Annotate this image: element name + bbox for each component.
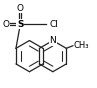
Text: N: N: [49, 36, 56, 45]
Text: S: S: [17, 20, 24, 29]
Text: Cl: Cl: [49, 20, 58, 29]
Text: CH₃: CH₃: [73, 41, 88, 50]
Text: O: O: [3, 20, 10, 29]
Text: O: O: [17, 4, 24, 13]
